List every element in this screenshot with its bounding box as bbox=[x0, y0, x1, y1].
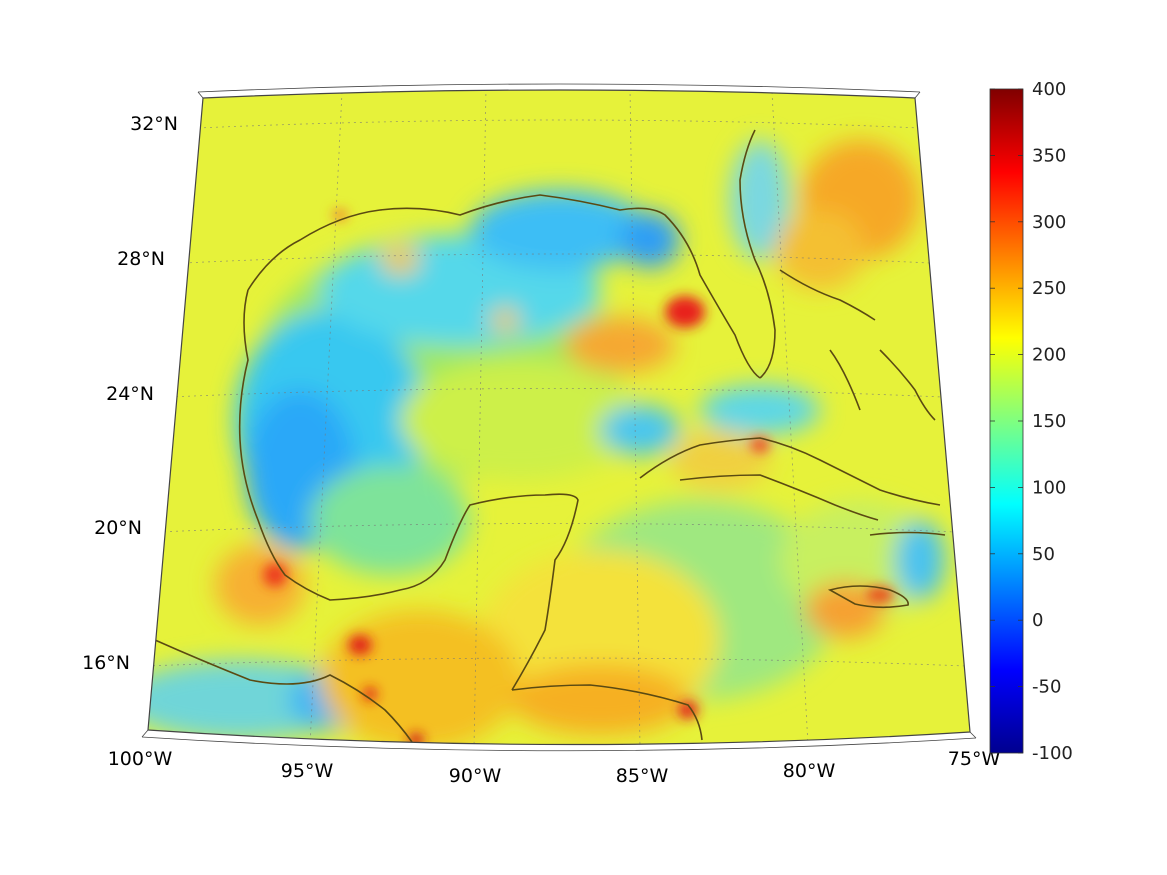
colorbar-ticks: 400 350 300 250 200 150 100 50 0 -50 -100 bbox=[990, 79, 1073, 764]
coastlines bbox=[154, 129, 946, 743]
colorbar-tick-label: 350 bbox=[1032, 145, 1066, 166]
latitude-labels: 32°N 28°N 24°N 20°N 16°N bbox=[82, 113, 178, 674]
colorbar-tick-label: 150 bbox=[1032, 411, 1066, 432]
colorbar-tick-label: 250 bbox=[1032, 278, 1066, 299]
colorbar-tick-label: 100 bbox=[1032, 477, 1066, 498]
colorbar-tick-label: 300 bbox=[1032, 212, 1066, 233]
lon-label-85: 85°W bbox=[616, 765, 669, 787]
lat-label-24: 24°N bbox=[106, 383, 154, 405]
lon-label-80: 80°W bbox=[783, 760, 836, 782]
colorbar-tick-label: -50 bbox=[1032, 677, 1061, 698]
colorbar: 400 350 300 250 200 150 100 50 0 -50 -100 bbox=[989, 79, 1073, 764]
lon-label-100: 100°W bbox=[108, 748, 173, 770]
lon-label-90: 90°W bbox=[449, 765, 502, 787]
lon-label-95: 95°W bbox=[281, 760, 334, 782]
colorbar-gradient bbox=[989, 88, 1024, 754]
lat-label-20: 20°N bbox=[94, 517, 142, 539]
colorbar-tick-label: -100 bbox=[1032, 743, 1073, 764]
colorbar-tick-label: 200 bbox=[1032, 345, 1066, 366]
lat-label-32: 32°N bbox=[130, 113, 178, 135]
colorbar-tick-label: 0 bbox=[1032, 610, 1043, 631]
lat-label-16: 16°N bbox=[82, 652, 130, 674]
colorbar-tick-label: 50 bbox=[1032, 544, 1055, 565]
colorbar-tick-label: 400 bbox=[1032, 79, 1066, 100]
longitude-labels: 100°W 95°W 90°W 85°W 80°W 75°W bbox=[108, 748, 1001, 787]
lat-label-28: 28°N bbox=[117, 248, 165, 270]
map-area bbox=[148, 90, 970, 745]
graticule bbox=[148, 90, 967, 745]
map-frame bbox=[141, 83, 977, 752]
lon-label-75: 75°W bbox=[948, 748, 1001, 770]
